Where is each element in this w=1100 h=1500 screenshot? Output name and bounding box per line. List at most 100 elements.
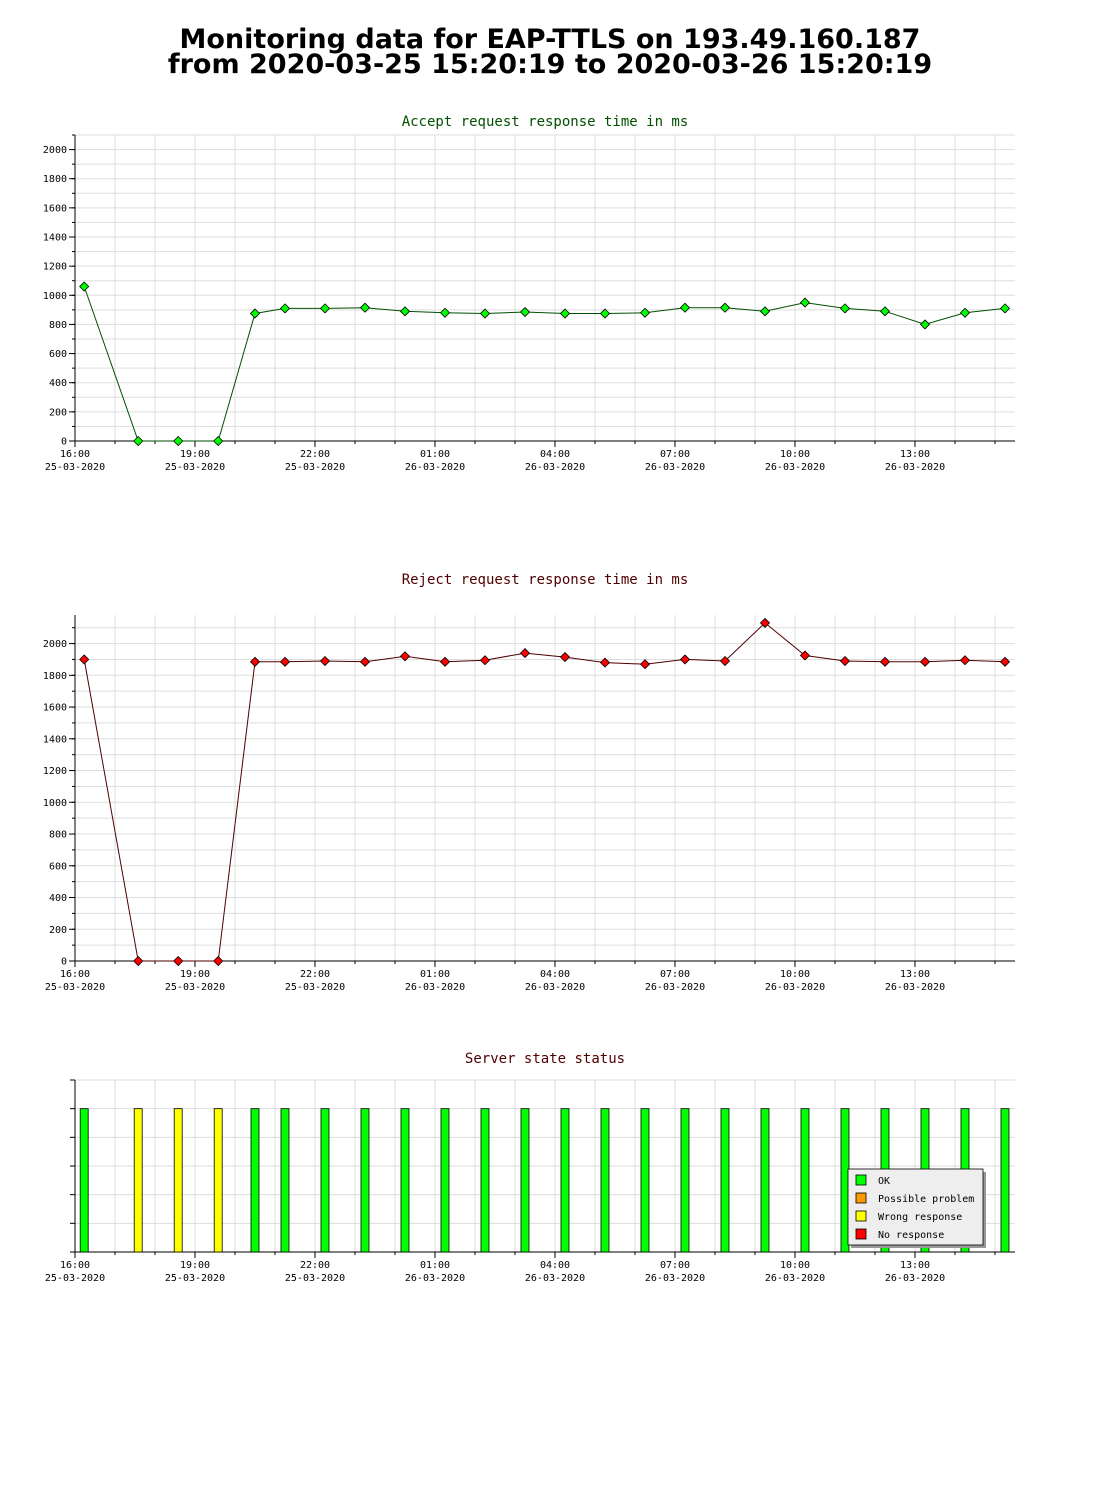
status-bar: [720, 1108, 730, 1253]
reject-data-point: [249, 656, 261, 667]
reject-data-point: [839, 655, 851, 667]
legend-box: [847, 1168, 984, 1246]
accept-data-point: [679, 302, 691, 313]
reject-data-point: [519, 648, 531, 659]
legend-label-ok: OK: [878, 1176, 890, 1187]
accept-x-tick-date: 26-03-2020: [405, 462, 465, 473]
accept-chart-title: Accept request response time in ms: [402, 114, 689, 130]
reject-y-tick-label: 1400: [43, 734, 67, 745]
status-bar: [600, 1108, 610, 1253]
legend-swatch-wrong-response: [855, 1210, 867, 1222]
reject-data-point: [759, 617, 771, 629]
accept-x-tick-time: 13:00: [900, 449, 930, 460]
status-x-tick-date: 26-03-2020: [765, 1273, 825, 1284]
accept-x-tick-time: 22:00: [300, 449, 330, 460]
reject-y-tick-label: 0: [61, 957, 67, 968]
reject-data-point: [439, 656, 451, 667]
status-x-tick-time: 10:00: [780, 1260, 810, 1271]
reject-y-tick-label: 800: [49, 830, 67, 841]
accept-y-tick-label: 1600: [43, 203, 67, 214]
status-x-tick-date: 26-03-2020: [885, 1273, 945, 1284]
status-x-tick-date: 26-03-2020: [525, 1273, 585, 1284]
reject-y-tick-label: 400: [49, 893, 67, 904]
reject-data-point: [919, 656, 931, 667]
status-bar: [173, 1108, 183, 1253]
status-bar: [320, 1108, 330, 1253]
reject-data-point: [679, 654, 691, 665]
legend-swatch-possible-problem: [855, 1192, 867, 1204]
reject-x-tick-time: 13:00: [900, 969, 930, 980]
reject-x-tick-time: 01:00: [420, 969, 450, 980]
reject-x-tick-time: 16:00: [60, 969, 90, 980]
reject-x-tick-time: 04:00: [540, 969, 570, 980]
accept-data-point: [133, 435, 144, 447]
reject-y-tick-label: 1600: [43, 703, 67, 714]
reject-x-tick-date: 25-03-2020: [45, 982, 105, 993]
accept-data-point: [719, 302, 731, 313]
accept-y-tick-label: 2000: [43, 145, 67, 156]
reject-x-tick-date: 26-03-2020: [765, 982, 825, 993]
accept-data-point: [249, 308, 261, 319]
status-bar: [79, 1108, 89, 1253]
accept-data-point: [279, 303, 291, 314]
status-bar: [250, 1108, 260, 1253]
accept-data-point: [999, 303, 1011, 314]
accept-x-tick-date: 26-03-2020: [885, 462, 945, 473]
reject-y-tick-label: 1000: [43, 798, 67, 809]
accept-x-tick-date: 26-03-2020: [765, 462, 825, 473]
reject-y-tick-label: 200: [49, 925, 67, 936]
accept-x-tick-time: 10:00: [780, 449, 810, 460]
reject-data-point: [79, 654, 90, 665]
status-x-tick-date: 25-03-2020: [285, 1273, 345, 1284]
status-bar: [213, 1108, 223, 1253]
status-bar: [640, 1108, 650, 1253]
accept-data-point: [599, 308, 611, 319]
accept-x-tick-time: 01:00: [420, 449, 450, 460]
accept-data-point: [79, 281, 90, 292]
status-bar: [360, 1108, 370, 1253]
accept-data-point: [439, 307, 451, 318]
reject-data-point: [173, 955, 184, 967]
accept-data-point: [319, 303, 331, 314]
reject-y-tick-label: 1200: [43, 766, 67, 777]
accept-y-tick-label: 200: [49, 407, 67, 418]
reject-x-tick-date: 25-03-2020: [285, 982, 345, 993]
reject-x-tick-date: 26-03-2020: [885, 982, 945, 993]
accept-x-tick-date: 25-03-2020: [165, 462, 225, 473]
accept-data-point: [479, 308, 491, 319]
accept-x-tick-date: 25-03-2020: [285, 462, 345, 473]
reject-data-point: [399, 651, 411, 662]
status-x-tick-time: 19:00: [180, 1260, 210, 1271]
accept-data-point: [519, 306, 531, 318]
accept-data-point: [919, 319, 931, 330]
accept-data-point: [559, 308, 571, 319]
status-bar: [480, 1108, 490, 1253]
accept-series-line: [83, 286, 1006, 442]
page-title-line-2: from 2020-03-25 15:20:19 to 2020-03-26 1…: [167, 49, 933, 80]
accept-x-tick-time: 16:00: [60, 449, 90, 460]
reject-data-point: [319, 655, 331, 667]
status-bar: [400, 1108, 410, 1253]
accept-data-point: [639, 307, 651, 318]
accept-x-tick-date: 26-03-2020: [525, 462, 585, 473]
accept-data-point: [173, 435, 184, 447]
reject-x-tick-time: 10:00: [780, 969, 810, 980]
accept-y-tick-label: 800: [49, 320, 67, 331]
status-chart-title: Server state status: [465, 1051, 625, 1067]
accept-data-point: [799, 297, 811, 308]
status-legend: OK Possible problem Wrong response No respo…: [847, 1168, 984, 1246]
accept-x-tick-date: 25-03-2020: [45, 462, 105, 473]
reject-data-point: [359, 656, 371, 667]
status-bar: [800, 1108, 810, 1253]
accept-y-tick-label: 1200: [43, 262, 67, 273]
reject-x-tick-date: 26-03-2020: [525, 982, 585, 993]
accept-data-point: [359, 302, 371, 313]
accept-x-tick-date: 26-03-2020: [645, 462, 705, 473]
accept-y-tick-label: 1000: [43, 291, 67, 302]
accept-data-point: [213, 435, 224, 447]
legend-label-no-response: No response: [878, 1230, 944, 1241]
reject-response-chart: Reject request response time in ms 0 200 40…: [43, 572, 1015, 993]
reject-x-tick-date: 25-03-2020: [165, 982, 225, 993]
reject-x-tick-date: 26-03-2020: [645, 982, 705, 993]
reject-data-point: [879, 656, 891, 667]
